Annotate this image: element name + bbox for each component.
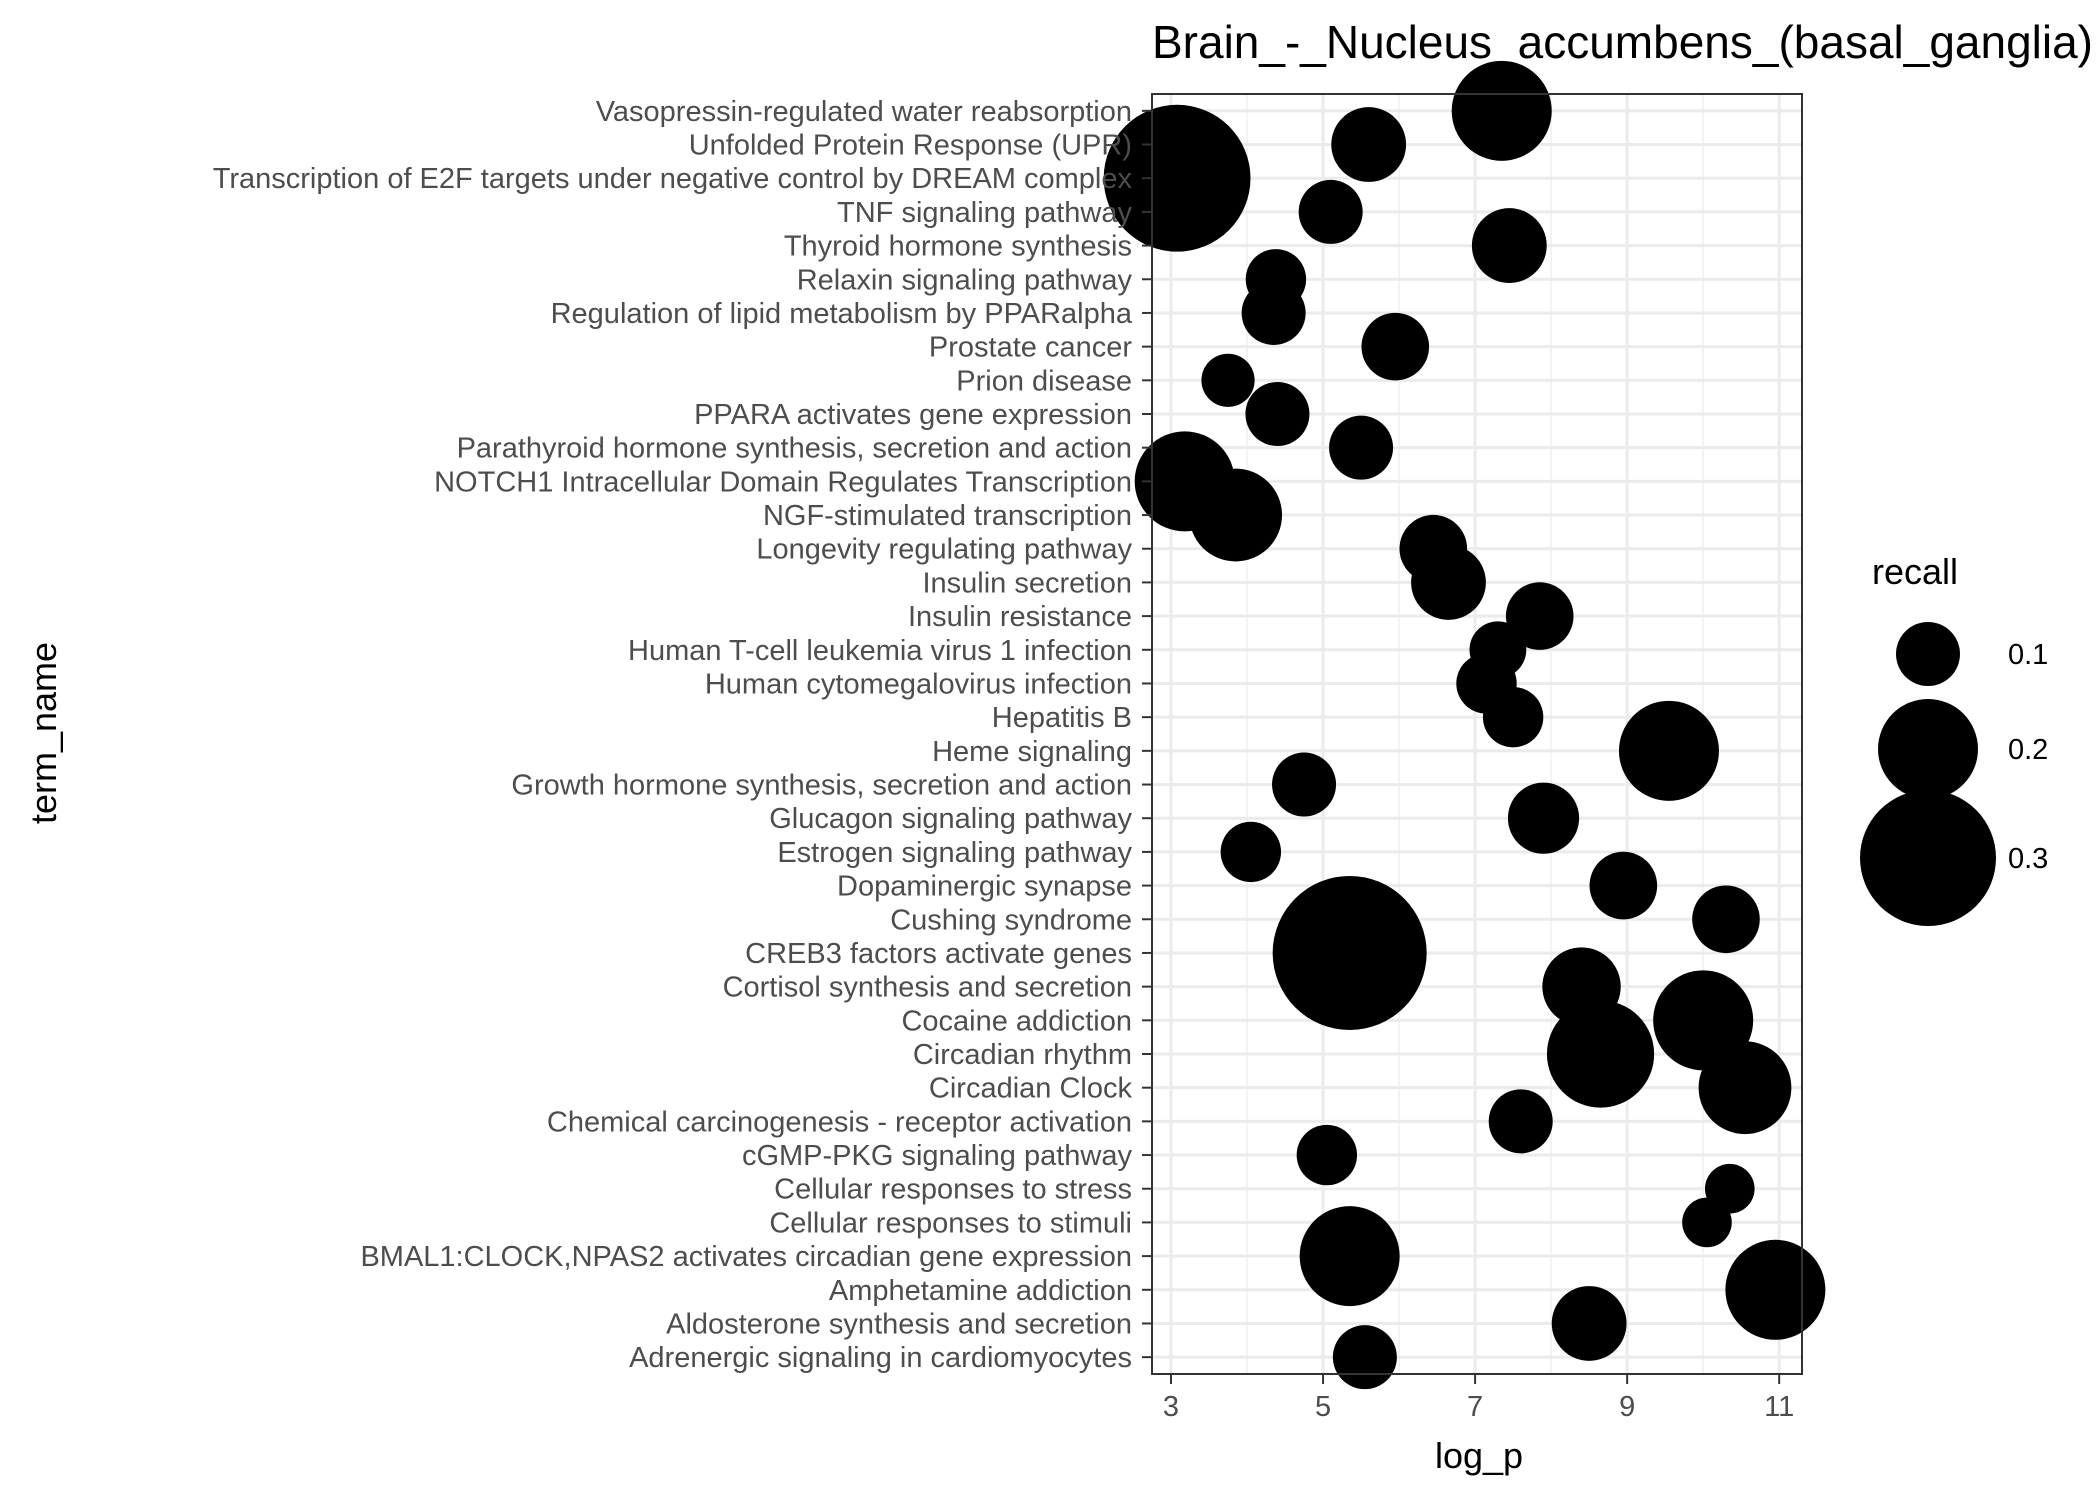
x-tick-label: 7 xyxy=(1467,1391,1483,1423)
x-tick-label: 5 xyxy=(1315,1391,1331,1423)
x-tick-label: 11 xyxy=(1764,1391,1794,1423)
data-point xyxy=(1245,382,1310,446)
plot-border xyxy=(1151,93,1803,1375)
data-point xyxy=(1505,582,1574,650)
legend-key xyxy=(1896,622,1960,686)
y-tick-label: Estrogen signaling pathway xyxy=(777,837,1132,869)
y-tick-label: Growth hormone synthesis, secretion and … xyxy=(511,770,1132,802)
y-tick-label: NGF-stimulated transcription xyxy=(763,500,1132,532)
y-tick-label: NOTCH1 Intracellular Domain Regulates Tr… xyxy=(434,466,1132,498)
y-tick-label: Regulation of lipid metabolism by PPARal… xyxy=(551,298,1133,330)
y-axis-title: term_name xyxy=(23,642,64,824)
chart-title: Brain_-_Nucleus_accumbens_(basal_ganglia… xyxy=(1152,16,2093,68)
data-point xyxy=(1551,1286,1627,1361)
y-tick-label: Amphetamine addiction xyxy=(829,1275,1132,1307)
y-tick-label: Heme signaling xyxy=(932,736,1132,768)
y-tick-label: Cortisol synthesis and secretion xyxy=(723,972,1132,1004)
data-point xyxy=(1298,179,1363,244)
y-tick-label: Chemical carcinogenesis - receptor activ… xyxy=(547,1106,1132,1138)
data-point xyxy=(1682,1197,1732,1248)
data-point xyxy=(1189,468,1283,562)
y-tick-label: Cushing syndrome xyxy=(890,904,1132,936)
data-point xyxy=(1331,107,1407,182)
y-tick-label: Relaxin signaling pathway xyxy=(797,264,1133,296)
data-point xyxy=(1589,851,1658,920)
plot-panel: Vasopressin-regulated water reabsorption… xyxy=(213,60,1826,1423)
data-point xyxy=(1692,885,1760,954)
data-point xyxy=(1546,1000,1655,1108)
size-legend: recall 0.1 0.2 0.3 xyxy=(1860,551,2048,926)
x-tick-label: 3 xyxy=(1163,1391,1179,1423)
data-point xyxy=(1220,821,1282,883)
y-tick-label: Prostate cancer xyxy=(929,332,1132,364)
y-tick-label: Glucagon signaling pathway xyxy=(769,803,1132,835)
data-point xyxy=(1361,312,1430,381)
data-point xyxy=(1698,1041,1792,1135)
data-point xyxy=(1411,545,1486,620)
data-point xyxy=(1299,1206,1400,1307)
y-tick-label: Insulin secretion xyxy=(922,567,1132,599)
data-point xyxy=(1507,782,1580,854)
y-tick-label: CREB3 factors activate genes xyxy=(745,938,1132,970)
y-tick-label: Cellular responses to stimuli xyxy=(769,1207,1132,1239)
y-tick-label: Hepatitis B xyxy=(992,702,1132,734)
data-point xyxy=(1272,875,1427,1030)
legend-label: 0.2 xyxy=(2008,734,2048,766)
legend-label: 0.1 xyxy=(2008,639,2048,671)
y-tick-label: BMAL1:CLOCK,NPAS2 activates circadian ge… xyxy=(360,1241,1132,1273)
x-axis-title: log_p xyxy=(1435,1435,1523,1476)
y-tick-label: Insulin resistance xyxy=(908,601,1132,633)
y-tick-label: Adrenergic signaling in cardiomyocytes xyxy=(629,1342,1132,1374)
data-point xyxy=(1488,1089,1553,1154)
y-tick-label: TNF signaling pathway xyxy=(837,197,1132,229)
y-tick-label: Dopaminergic synapse xyxy=(837,871,1132,903)
legend-key xyxy=(1860,790,1996,926)
y-tick-label: Longevity regulating pathway xyxy=(756,534,1132,566)
data-point xyxy=(1272,752,1337,817)
y-tick-label: Transcription of E2F targets under negat… xyxy=(213,163,1133,195)
data-point xyxy=(1296,1124,1358,1186)
y-tick-label: cGMP-PKG signaling pathway xyxy=(742,1140,1133,1172)
data-point xyxy=(1482,686,1544,748)
x-tick-label: 9 xyxy=(1619,1391,1635,1423)
data-point xyxy=(1241,280,1306,345)
data-point xyxy=(1725,1239,1826,1340)
data-point xyxy=(1103,104,1251,252)
data-point xyxy=(1329,415,1394,480)
y-tick-label: Parathyroid hormone synthesis, secretion… xyxy=(457,433,1132,465)
y-tick-label: Cocaine addiction xyxy=(901,1005,1132,1037)
y-tick-label: Prion disease xyxy=(956,365,1132,397)
y-tick-label: Circadian rhythm xyxy=(913,1039,1132,1071)
legend-key xyxy=(1878,699,1978,799)
data-point xyxy=(1201,353,1255,407)
legend-label: 0.3 xyxy=(2008,843,2048,875)
data-point xyxy=(1471,208,1547,283)
y-tick-label: Human T-cell leukemia virus 1 infection xyxy=(628,635,1132,667)
y-tick-label: Vasopressin-regulated water reabsorption xyxy=(596,96,1132,128)
y-tick-label: Aldosterone synthesis and secretion xyxy=(666,1308,1132,1340)
y-tick-label: Cellular responses to stress xyxy=(774,1174,1132,1206)
data-point xyxy=(1618,700,1719,801)
y-tick-label: PPARA activates gene expression xyxy=(694,399,1132,431)
y-tick-label: Circadian Clock xyxy=(929,1073,1133,1105)
data-point xyxy=(1332,1325,1397,1390)
y-tick-label: Thyroid hormone synthesis xyxy=(784,231,1132,263)
legend-title: recall xyxy=(1872,551,1958,592)
y-tick-label: Human cytomegalovirus infection xyxy=(705,668,1132,700)
data-point xyxy=(1451,60,1552,161)
y-tick-label: Unfolded Protein Response (UPR) xyxy=(689,130,1132,162)
